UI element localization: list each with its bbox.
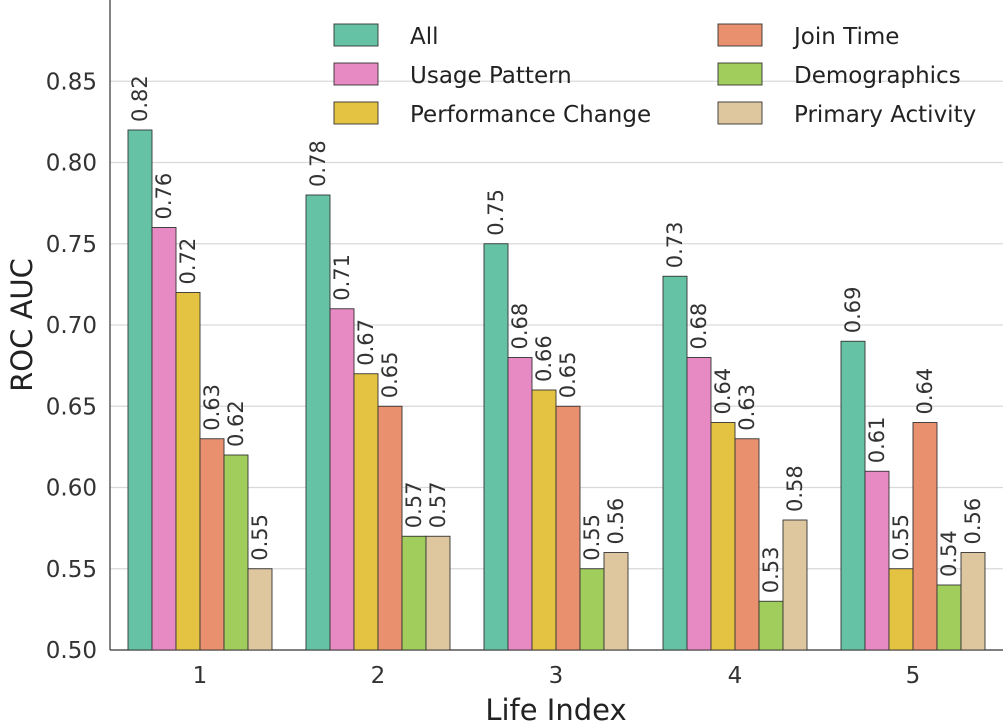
data-label: 0.55 (248, 514, 272, 561)
bar (175, 292, 201, 651)
data-label: 0.57 (402, 481, 426, 528)
data-label: 0.67 (354, 319, 378, 366)
bar (710, 422, 736, 651)
bar (329, 308, 355, 651)
x-tick-label: 4 (728, 663, 743, 689)
legend-swatch (333, 23, 379, 47)
data-label: 0.55 (580, 514, 604, 561)
bars (127, 129, 986, 651)
data-label: 0.68 (687, 303, 711, 350)
legend-label: Performance Change (410, 102, 651, 128)
bar (782, 519, 808, 651)
legend-label: All (410, 24, 439, 50)
bar (223, 454, 249, 651)
bar (864, 470, 890, 651)
legend-label: Join Time (792, 24, 899, 50)
bar (305, 194, 331, 651)
x-tick-labels: 1 2 3 4 5 (193, 663, 921, 689)
data-label: 0.63 (200, 384, 224, 431)
data-label: 0.71 (330, 254, 354, 301)
y-tick-label: 0.60 (46, 476, 97, 502)
bar (401, 535, 427, 651)
y-tick-label: 0.55 (46, 557, 97, 583)
legend: All Usage Pattern Performance Change Join T… (333, 23, 976, 128)
y-tick-label: 0.80 (46, 151, 97, 177)
bar (377, 405, 403, 651)
bar (353, 373, 379, 651)
data-label: 0.69 (841, 286, 865, 333)
legend-label: Primary Activity (794, 102, 976, 128)
bar (912, 422, 938, 651)
bar (840, 340, 866, 651)
data-label: 0.78 (306, 140, 330, 187)
bar (888, 568, 914, 651)
bar (734, 438, 760, 651)
y-tick-label: 0.75 (46, 232, 97, 258)
x-tick-label: 2 (371, 663, 386, 689)
data-label: 0.56 (604, 498, 628, 545)
data-label: 0.53 (759, 546, 783, 593)
data-label: 0.54 (937, 530, 961, 577)
legend-swatch (333, 62, 379, 86)
x-axis-title: Life Index (485, 693, 626, 724)
y-tick-label: 0.85 (46, 69, 97, 95)
data-label: 0.82 (128, 75, 152, 122)
data-label: 0.57 (426, 481, 450, 528)
x-tick-label: 1 (193, 663, 208, 689)
legend-swatch (717, 62, 763, 86)
data-label: 0.76 (152, 173, 176, 220)
data-label: 0.72 (176, 238, 200, 285)
data-label: 0.73 (663, 221, 687, 268)
bar (531, 389, 557, 651)
legend-swatch (717, 101, 763, 125)
bar (555, 405, 581, 651)
y-tick-label: 0.70 (46, 313, 97, 339)
data-label: 0.65 (556, 351, 580, 398)
bar (127, 129, 153, 651)
data-label: 0.58 (783, 465, 807, 512)
data-label: 0.75 (484, 189, 508, 236)
bar (960, 552, 986, 651)
legend-label: Demographics (794, 63, 961, 89)
bar (507, 357, 533, 651)
y-tick-labels: 0.50 0.55 0.60 0.65 0.70 0.75 0.80 0.85 (46, 69, 97, 664)
bar (603, 552, 629, 651)
data-label: 0.56 (961, 498, 985, 545)
x-tick-label: 3 (549, 663, 564, 689)
data-label: 0.64 (913, 368, 937, 415)
data-label: 0.62 (224, 400, 248, 447)
bar (936, 584, 962, 651)
data-label: 0.55 (889, 514, 913, 561)
bar (247, 568, 273, 651)
bar (483, 243, 509, 651)
bar (686, 357, 712, 651)
y-tick-label: 0.65 (46, 394, 97, 420)
legend-swatch (333, 101, 379, 125)
data-label: 0.68 (508, 303, 532, 350)
data-label: 0.63 (735, 384, 759, 431)
bar (199, 438, 225, 651)
data-label: 0.61 (865, 416, 889, 463)
data-label: 0.66 (532, 335, 556, 382)
bar (662, 275, 688, 651)
x-tick-label: 5 (906, 663, 921, 689)
legend-swatch (717, 23, 763, 47)
y-tick-label: 0.50 (46, 638, 97, 664)
bar (151, 227, 177, 651)
data-labels: 0.820.760.720.63 0.620.550.780.710.670.65… (128, 75, 985, 593)
data-label: 0.65 (378, 351, 402, 398)
legend-label: Usage Pattern (410, 63, 572, 89)
bar (579, 568, 605, 651)
data-label: 0.64 (711, 368, 735, 415)
bar (758, 600, 784, 651)
y-axis-title: ROC AUC (5, 258, 39, 392)
bar (425, 535, 451, 651)
